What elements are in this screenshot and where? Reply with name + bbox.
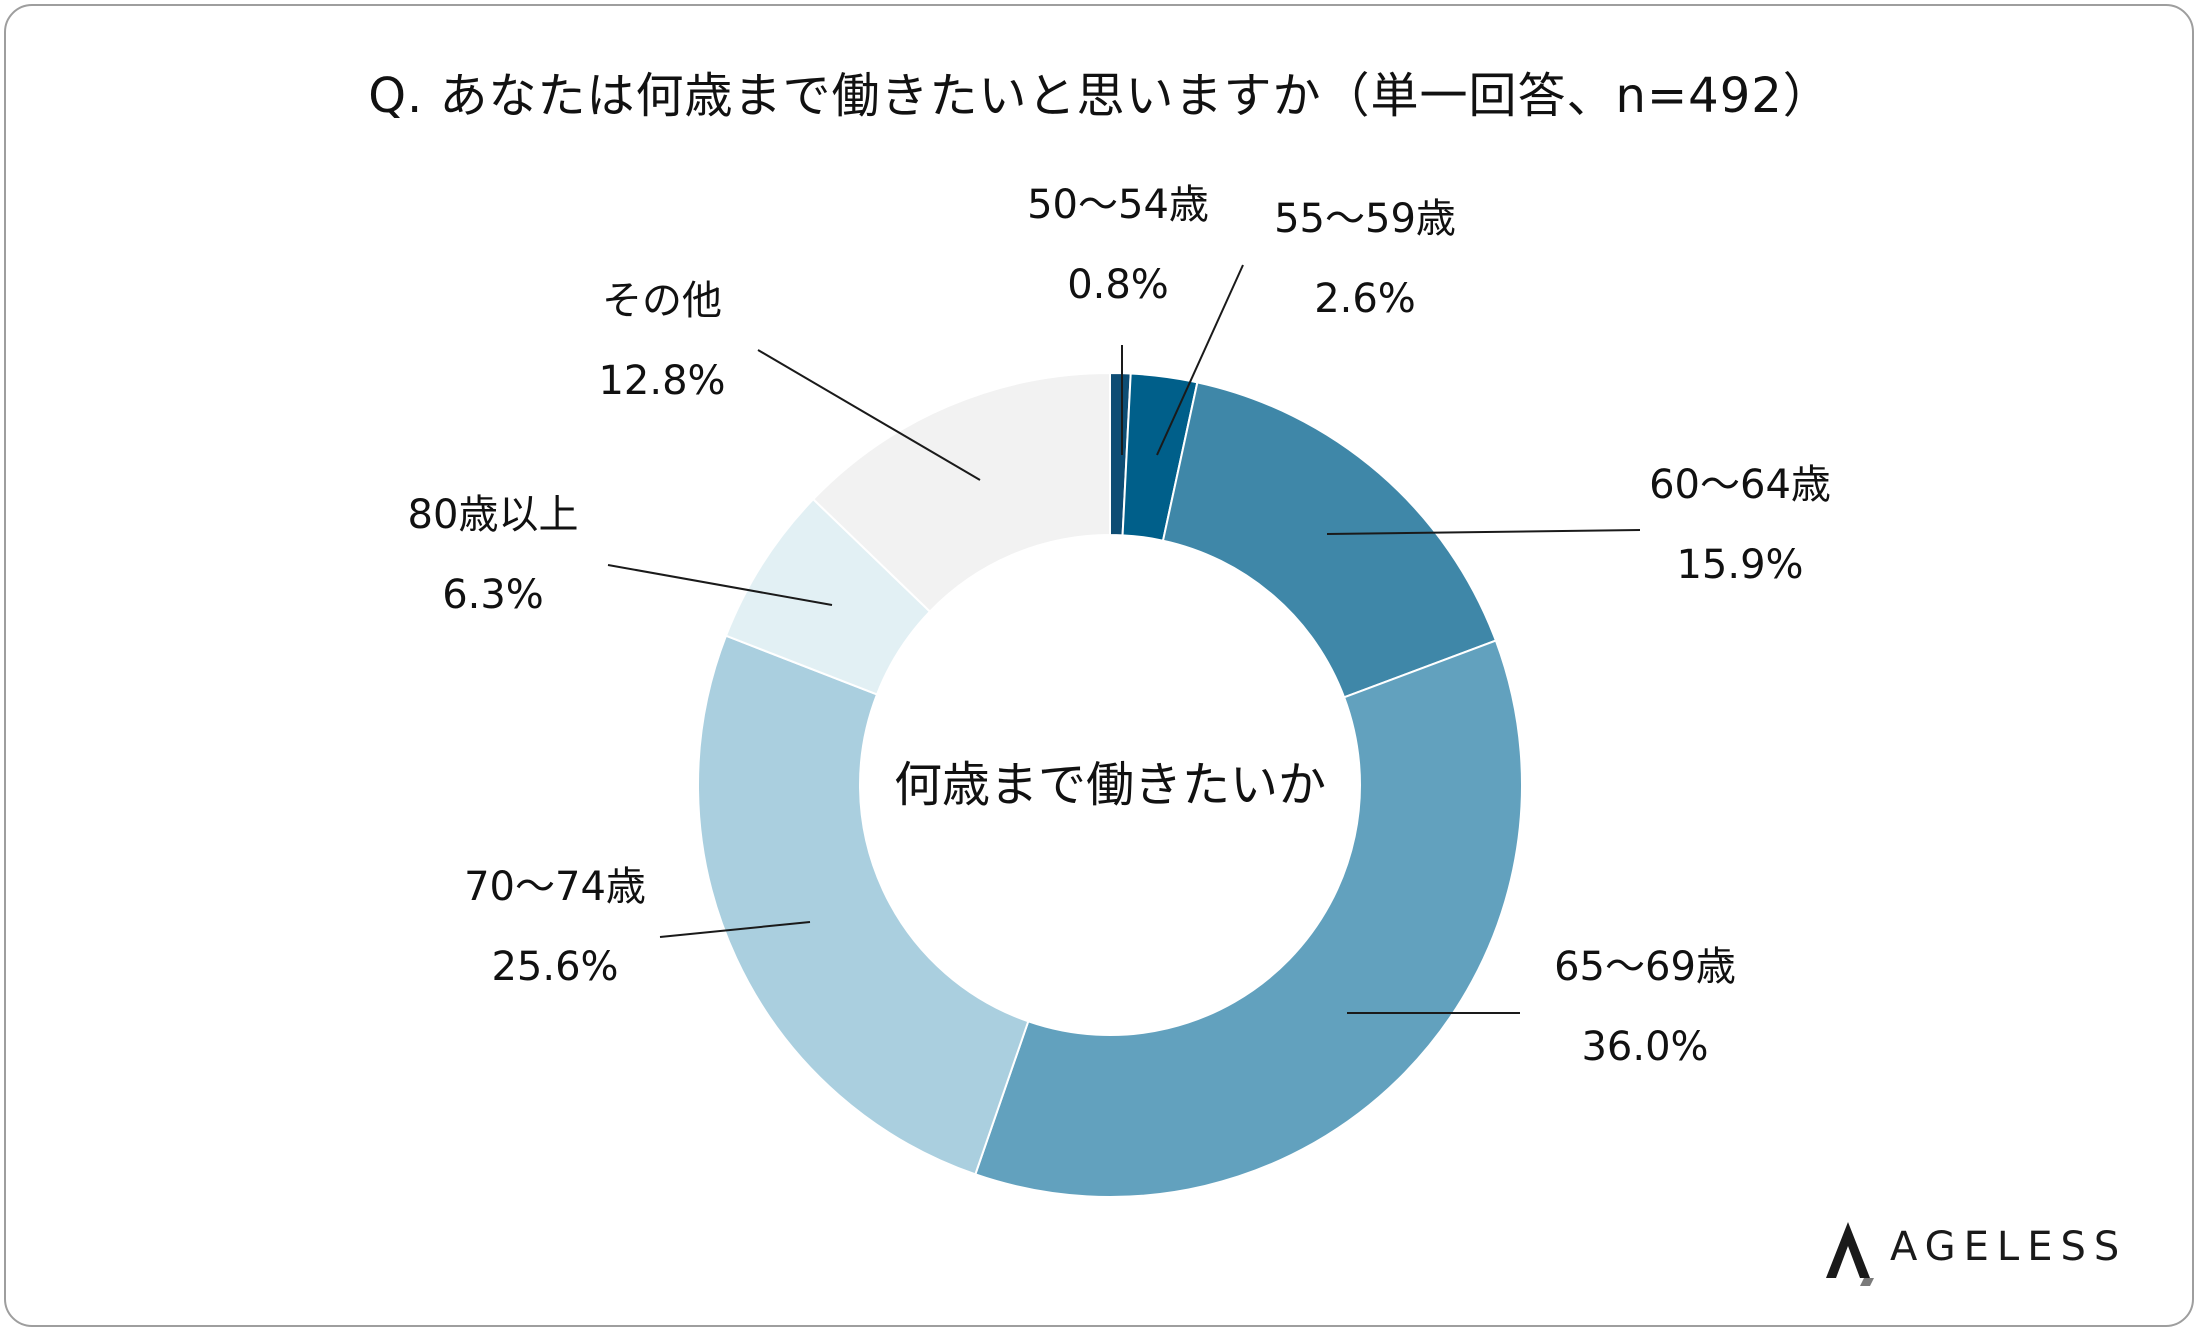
value-label: 12.8% xyxy=(598,358,725,404)
category-label: 65〜69歳 xyxy=(1554,944,1736,990)
value-label: 2.6% xyxy=(1314,276,1416,322)
value-label: 6.3% xyxy=(442,572,544,618)
category-label: 70〜74歳 xyxy=(464,864,646,910)
value-label: 36.0% xyxy=(1581,1024,1708,1070)
center-label: 何歳まで働きたいか xyxy=(894,757,1326,813)
chart-title: Q. あなたは何歳まで働きたいと思いますか（単一回答、n=492） xyxy=(368,68,1832,124)
ageless-logo: AGELESS xyxy=(1820,1210,2140,1290)
category-label: その他 xyxy=(602,278,722,324)
category-label: 60〜64歳 xyxy=(1649,462,1831,508)
value-label: 15.9% xyxy=(1676,542,1803,588)
brand-name: AGELESS xyxy=(1890,1224,2128,1270)
category-label: 55〜59歳 xyxy=(1274,196,1456,242)
leader-line xyxy=(757,349,981,481)
donut-slice xyxy=(1161,381,1498,699)
leader-line xyxy=(607,564,833,606)
leader-line xyxy=(659,921,811,938)
donut-slice xyxy=(697,634,1030,1176)
value-label: 0.8% xyxy=(1067,262,1169,308)
leader-line xyxy=(1156,264,1244,456)
donut-slice xyxy=(811,371,1111,614)
ageless-mark-icon xyxy=(1826,1222,1874,1286)
donut-slice xyxy=(974,639,1523,1198)
leader-line xyxy=(1326,529,1641,535)
value-label: 25.6% xyxy=(491,944,618,990)
category-label: 50〜54歳 xyxy=(1027,182,1209,228)
category-label: 80歳以上 xyxy=(408,492,579,538)
